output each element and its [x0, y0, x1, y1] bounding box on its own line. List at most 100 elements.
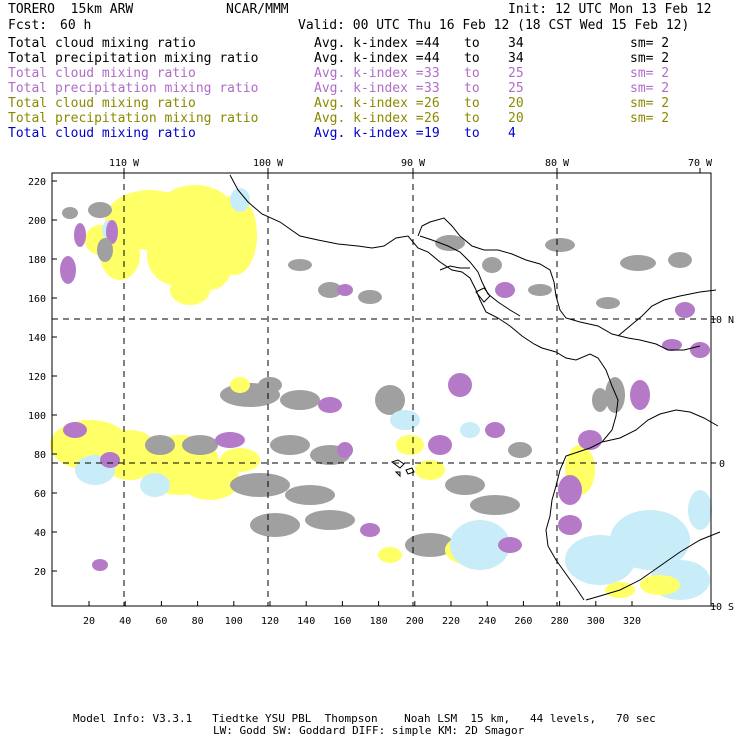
legend-field: Total cloud mixing ratio [8, 96, 196, 111]
cloud-blob [460, 422, 480, 438]
cloud-blob [485, 422, 505, 438]
cloud-blob [63, 422, 87, 438]
legend-to-word: to [464, 66, 480, 81]
cloud-blob [62, 207, 78, 219]
legend-to: 25 [508, 81, 524, 96]
lon-label: 80 W [545, 158, 570, 169]
legend-row: Total cloud mixing ratio Avg. k-index = 44… [8, 36, 732, 51]
lon-label: 90 W [401, 158, 426, 169]
forecast-hours: 60 h [60, 18, 92, 33]
lat-label: 0 [719, 459, 725, 470]
legend-index-label: Avg. k-index = [314, 51, 424, 66]
x-tick-label: 240 [478, 616, 496, 627]
cloud-blob [435, 235, 465, 251]
legend-from: 26 [424, 96, 440, 111]
legend-field: Total cloud mixing ratio [8, 126, 196, 141]
coastlines [229, 174, 721, 601]
cloud-blob [610, 510, 690, 570]
legend-row: Total precipitation mixing ratio Avg. k-i… [8, 51, 732, 66]
x-tick-label: 180 [370, 616, 388, 627]
cloud-blob [662, 339, 682, 351]
lat-label: 10 N [710, 315, 734, 326]
cloud-blob [60, 256, 76, 284]
model-title: TORERO 15km ARW [8, 2, 134, 17]
cloud-blob [596, 297, 620, 309]
cloud-blob [318, 397, 342, 413]
cloud-blob [285, 485, 335, 505]
map-frame [51, 172, 712, 607]
cloud-blob [88, 202, 112, 218]
valid-time: Valid: 00 UTC Thu 16 Feb 12 (18 CST Wed … [298, 18, 690, 33]
cloud-blob [100, 452, 120, 468]
y-tick-label: 160 [28, 294, 46, 305]
cloud-blob [415, 460, 445, 480]
cloud-blob [688, 490, 712, 530]
cloud-blob [448, 373, 472, 397]
y-tick-label: 80 [34, 450, 46, 461]
x-tick-label: 120 [261, 616, 279, 627]
y-tick-label: 220 [28, 177, 46, 188]
y-tick-label: 40 [34, 528, 46, 539]
x-tick-label: 40 [119, 616, 131, 627]
cloud-blob [498, 537, 522, 553]
legend-index-label: Avg. k-index = [314, 66, 424, 81]
legend-to: 20 [508, 111, 524, 126]
y-tick-label: 20 [34, 567, 46, 578]
y-tick-label: 200 [28, 216, 46, 227]
cloud-blob [97, 238, 113, 262]
model-info-line2: LW: Godd SW: Goddard DIFF: simple KM: 2D… [213, 724, 525, 737]
cloud-blob [106, 220, 118, 244]
cloud-blob [482, 257, 502, 273]
y-tick-label: 60 [34, 489, 46, 500]
cloud-blob [620, 255, 656, 271]
legend-row: Total cloud mixing ratio Avg. k-index = 19… [8, 126, 732, 141]
cloud-blob [508, 442, 532, 458]
cloud-blob [450, 520, 510, 570]
cloud-blob [495, 282, 515, 298]
cloud-blob [230, 188, 250, 212]
organization-label: NCAR/MMM [226, 2, 289, 17]
cloud-blob [545, 238, 575, 252]
cloud-blob [92, 559, 108, 571]
legend-field: Total precipitation mixing ratio [8, 111, 259, 126]
legend-to-word: to [464, 81, 480, 96]
lat-label: 10 S [710, 602, 734, 613]
cloud-blob [318, 282, 342, 298]
cloud-blob [230, 377, 250, 393]
legend-smoothing: sm= 2 [630, 111, 670, 126]
y-tick-label: 140 [28, 333, 46, 344]
legend-to: 34 [508, 51, 524, 66]
cloud-blob [305, 510, 355, 530]
cloud-blob [270, 435, 310, 455]
x-tick-label: 320 [623, 616, 641, 627]
cloud-blob [396, 435, 424, 455]
legend-smoothing: sm= 2 [630, 96, 670, 111]
cloud-blob [145, 435, 175, 455]
cloud-blob [390, 410, 420, 430]
legend-to-word: to [464, 51, 480, 66]
legend-row: Total precipitation mixing ratio Avg. k-i… [8, 111, 732, 126]
x-tick-label: 200 [406, 616, 424, 627]
cloud-blob [675, 302, 695, 318]
cloud-blob [258, 377, 282, 393]
legend-from: 33 [424, 81, 440, 96]
legend-to: 25 [508, 66, 524, 81]
x-tick-label: 80 [192, 616, 204, 627]
cloud-blob [445, 475, 485, 495]
legend-index-label: Avg. k-index = [314, 36, 424, 51]
x-tick-label: 220 [442, 616, 460, 627]
legend-index-label: Avg. k-index = [314, 81, 424, 96]
lon-label: 100 W [253, 158, 284, 169]
lon-label: 110 W [109, 158, 140, 169]
legend-to-word: to [464, 126, 480, 141]
cloud-blob [360, 523, 380, 537]
lon-label: 70 W [688, 158, 713, 169]
cloud-blob [250, 513, 300, 537]
legend-from: 44 [424, 36, 440, 51]
cloud-blob [358, 290, 382, 304]
legend-field: Total precipitation mixing ratio [8, 51, 259, 66]
legend-from: 33 [424, 66, 440, 81]
x-tick-label: 60 [155, 616, 167, 627]
legend-field: Total cloud mixing ratio [8, 66, 196, 81]
legend-index-label: Avg. k-index = [314, 126, 424, 141]
